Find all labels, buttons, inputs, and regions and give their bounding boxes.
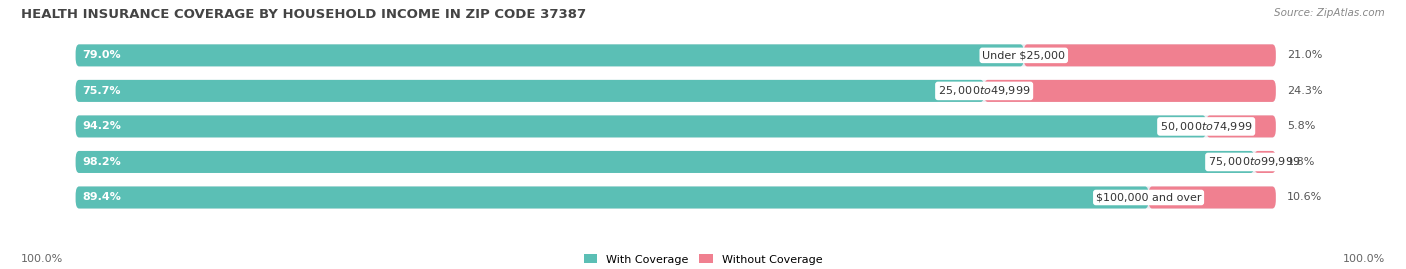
FancyBboxPatch shape bbox=[76, 44, 1024, 66]
Text: $25,000 to $49,999: $25,000 to $49,999 bbox=[938, 84, 1031, 97]
Text: 100.0%: 100.0% bbox=[1343, 254, 1385, 264]
Text: $50,000 to $74,999: $50,000 to $74,999 bbox=[1160, 120, 1253, 133]
FancyBboxPatch shape bbox=[76, 186, 1275, 208]
FancyBboxPatch shape bbox=[76, 80, 1275, 102]
FancyBboxPatch shape bbox=[984, 80, 1275, 102]
Text: $75,000 to $99,999: $75,000 to $99,999 bbox=[1208, 155, 1301, 168]
FancyBboxPatch shape bbox=[76, 115, 1275, 137]
Legend: With Coverage, Without Coverage: With Coverage, Without Coverage bbox=[579, 250, 827, 269]
FancyBboxPatch shape bbox=[1206, 115, 1275, 137]
FancyBboxPatch shape bbox=[1254, 151, 1275, 173]
FancyBboxPatch shape bbox=[76, 151, 1275, 173]
Text: 5.8%: 5.8% bbox=[1286, 121, 1315, 132]
Text: 21.0%: 21.0% bbox=[1286, 50, 1322, 60]
FancyBboxPatch shape bbox=[76, 44, 1275, 66]
Text: 24.3%: 24.3% bbox=[1286, 86, 1322, 96]
Text: 10.6%: 10.6% bbox=[1286, 193, 1322, 203]
Text: Source: ZipAtlas.com: Source: ZipAtlas.com bbox=[1274, 8, 1385, 18]
Text: 89.4%: 89.4% bbox=[83, 193, 121, 203]
Text: HEALTH INSURANCE COVERAGE BY HOUSEHOLD INCOME IN ZIP CODE 37387: HEALTH INSURANCE COVERAGE BY HOUSEHOLD I… bbox=[21, 8, 586, 21]
FancyBboxPatch shape bbox=[76, 80, 984, 102]
Text: 1.8%: 1.8% bbox=[1286, 157, 1315, 167]
Text: $100,000 and over: $100,000 and over bbox=[1095, 193, 1201, 203]
Text: 98.2%: 98.2% bbox=[83, 157, 121, 167]
FancyBboxPatch shape bbox=[1149, 186, 1275, 208]
FancyBboxPatch shape bbox=[76, 151, 1254, 173]
Text: 100.0%: 100.0% bbox=[21, 254, 63, 264]
Text: 75.7%: 75.7% bbox=[83, 86, 121, 96]
Text: 79.0%: 79.0% bbox=[83, 50, 121, 60]
FancyBboxPatch shape bbox=[76, 186, 1149, 208]
Text: 94.2%: 94.2% bbox=[83, 121, 121, 132]
FancyBboxPatch shape bbox=[76, 115, 1206, 137]
FancyBboxPatch shape bbox=[1024, 44, 1275, 66]
Text: Under $25,000: Under $25,000 bbox=[983, 50, 1066, 60]
